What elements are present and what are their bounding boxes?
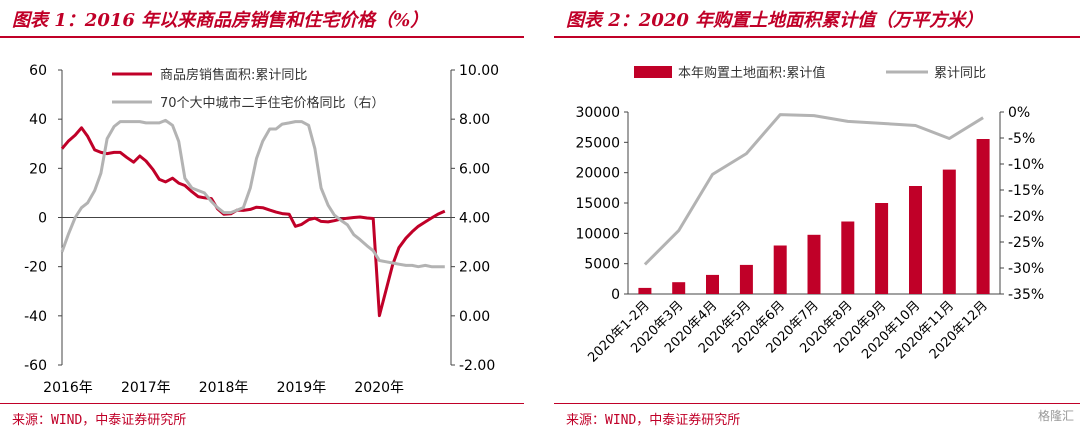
y-right-tick-label: -10% (1008, 157, 1044, 173)
x-tick-label: 2019年 (277, 380, 327, 396)
series-line-yoy (643, 113, 984, 266)
series-line-1 (60, 126, 446, 318)
y-right-tick-label: -15% (1008, 183, 1044, 199)
y-left-tick-label: 5000 (584, 257, 620, 273)
bar (807, 234, 821, 294)
bar (875, 203, 889, 294)
legend-label-line: 累计同比 (934, 66, 986, 81)
y-right-tick-label: 10.00 (459, 63, 499, 79)
y-right-tick-label: -25% (1008, 235, 1044, 251)
y-right-tick-label: -20% (1008, 209, 1044, 225)
source-note-left: 来源：WIND，中泰证券研究所 (12, 413, 187, 428)
x-tick-label: 2018年 (199, 380, 249, 396)
y-right-tick-label: 2.00 (459, 260, 490, 276)
bar (739, 264, 753, 294)
y-left-tick-label: 0 (611, 287, 620, 303)
legend-label: 70个大中城市二手住宅价格同比（右） (160, 95, 385, 111)
y-left-tick-label: 20 (29, 161, 47, 177)
y-right-tick-label: 4.00 (459, 211, 490, 227)
bar (773, 245, 787, 294)
y-right-tick-label: -5% (1008, 131, 1035, 147)
y-right-tick-label: 8.00 (459, 112, 490, 128)
y-left-tick-label: 10000 (575, 226, 620, 242)
legend-label: 商品房销售面积:累计同比 (160, 67, 307, 83)
chart-panel-left: 图表 1：2016 年以来商品房销售和住宅价格（%） 60 40 20 0 -20 -40… (0, 0, 524, 433)
y-left-tick-label: 25000 (575, 135, 620, 151)
bar (706, 274, 719, 294)
source-rule-right (554, 403, 1080, 404)
chart-right-svg: 30000 25000 20000 15000 10000 5000 0 0% -5% -10% -… (575, 65, 1044, 366)
y-left-tick-label: 0 (38, 211, 47, 227)
bar (976, 139, 990, 294)
y-left-tick-label: -60 (24, 358, 47, 374)
series-line-2 (60, 118, 445, 269)
chart-panel-right: 图表 2：2020 年购置土地面积累计值（万平方米） 30000 25000 200… (554, 0, 1080, 433)
legend-label-bar: 本年购置土地面积:累计值 (678, 65, 825, 81)
y-left-tick-label: 15000 (575, 196, 620, 212)
chart-title-right: 图表 2：2020 年购置土地面积累计值（万平方米） (566, 10, 984, 31)
y-left-tick-label: 30000 (575, 105, 620, 121)
source-note-right: 来源：WIND，中泰证券研究所 (566, 413, 741, 428)
bar (909, 186, 922, 294)
chart-title-left: 图表 1：2016 年以来商品房销售和住宅价格（%） (12, 10, 429, 31)
bar (672, 282, 686, 294)
y-left-tick-label: -20 (24, 260, 47, 276)
y-left-tick-label: 60 (29, 63, 47, 79)
y-right-tick-label: 0.00 (459, 309, 490, 325)
y-right-tick-label: 0% (1008, 105, 1030, 121)
bar (638, 287, 652, 294)
x-tick-label: 2017年 (121, 380, 171, 396)
y-left-tick-label: 40 (29, 112, 47, 128)
y-right-tick-label: 6.00 (459, 161, 490, 177)
y-right-tick-label: -35% (1008, 287, 1044, 303)
bar (841, 221, 855, 294)
y-left-tick-label: 20000 (575, 166, 620, 182)
y-left-tick-label: -40 (24, 309, 47, 325)
watermark-logo: 格隆汇 (1037, 409, 1074, 423)
legend-swatch-bar (634, 66, 672, 78)
source-rule-left (0, 403, 524, 404)
title-rule-left (0, 36, 524, 38)
x-tick-label: 2020年 (354, 380, 404, 396)
chart-left-svg: 60 40 20 0 -20 -40 -60 10.00 8.00 6.00 4.00 2.00 0.0… (24, 63, 499, 396)
title-rule-right (554, 36, 1080, 38)
y-right-tick-label: -2.00 (459, 358, 495, 374)
bar (942, 169, 956, 294)
y-right-tick-label: -30% (1008, 261, 1044, 277)
x-tick-label: 2016年 (43, 380, 93, 396)
